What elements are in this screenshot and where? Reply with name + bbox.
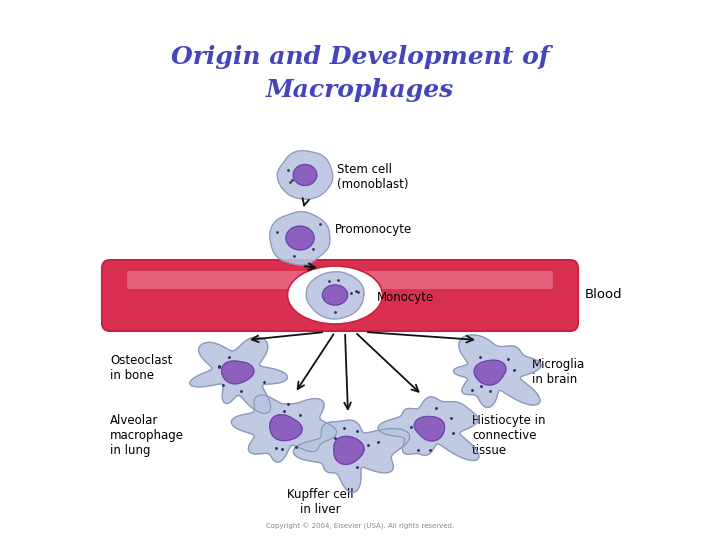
Polygon shape: [414, 416, 445, 441]
FancyBboxPatch shape: [102, 260, 578, 331]
Text: Histiocyte in
connective
tissue: Histiocyte in connective tissue: [472, 414, 546, 457]
Polygon shape: [222, 361, 254, 384]
Polygon shape: [270, 415, 302, 441]
Text: Kupffer cell
in liver: Kupffer cell in liver: [287, 488, 354, 516]
Polygon shape: [323, 285, 348, 305]
Text: Monocyte: Monocyte: [377, 291, 434, 303]
Polygon shape: [270, 212, 330, 265]
Text: Microglia
in brain: Microglia in brain: [532, 358, 585, 386]
Ellipse shape: [287, 266, 382, 324]
Polygon shape: [334, 436, 364, 464]
FancyBboxPatch shape: [127, 271, 553, 289]
Polygon shape: [293, 420, 410, 492]
Text: Alveolar
macrophage
in lung: Alveolar macrophage in lung: [110, 414, 184, 457]
Text: Copyright © 2004, Elsevier (USA). All rights reserved.: Copyright © 2004, Elsevier (USA). All ri…: [266, 523, 454, 530]
Polygon shape: [474, 360, 506, 385]
Text: Osteoclast
in bone: Osteoclast in bone: [110, 354, 172, 382]
Polygon shape: [190, 337, 287, 414]
Polygon shape: [454, 335, 541, 407]
Polygon shape: [277, 151, 333, 199]
Text: Stem cell
(monoblast): Stem cell (monoblast): [337, 163, 408, 191]
Text: Promonocyte: Promonocyte: [335, 224, 413, 237]
Polygon shape: [231, 395, 336, 462]
Polygon shape: [293, 165, 317, 186]
Polygon shape: [286, 226, 314, 250]
Text: Blood: Blood: [585, 288, 623, 301]
Polygon shape: [306, 272, 364, 319]
Text: Origin and Development of: Origin and Development of: [171, 45, 549, 69]
Text: Macrophages: Macrophages: [266, 78, 454, 102]
Polygon shape: [378, 397, 479, 461]
